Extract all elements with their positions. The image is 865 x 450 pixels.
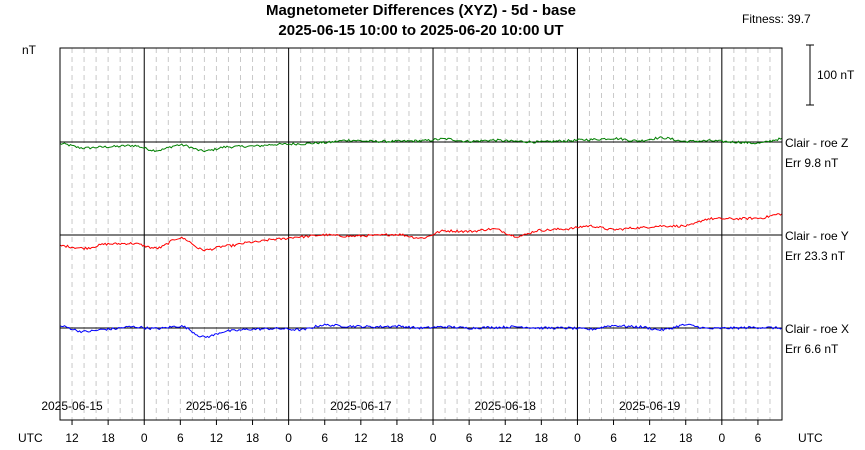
x-axis-right-label: UTC xyxy=(798,431,823,445)
x-tick-label: 0 xyxy=(718,431,725,445)
x-tick-label: 18 xyxy=(535,431,549,445)
date-label: 2025-06-18 xyxy=(475,399,537,413)
series-name-label: Clair - roe Y xyxy=(785,229,849,243)
x-tick-label: 0 xyxy=(285,431,292,445)
x-tick-label: 18 xyxy=(679,431,693,445)
series-err-label: Err 23.3 nT xyxy=(785,249,846,263)
grid xyxy=(71,48,771,420)
date-label: 2025-06-19 xyxy=(619,399,681,413)
x-tick-label: 12 xyxy=(210,431,224,445)
x-tick-label: 6 xyxy=(321,431,328,445)
fitness-label: Fitness: 39.7 xyxy=(742,12,811,26)
date-label: 2025-06-16 xyxy=(186,399,248,413)
x-tick-label: 0 xyxy=(430,431,437,445)
series-group: Clair - roe Z Err 9.8 nT Clair - roe Y Err … xyxy=(59,136,849,356)
x-tick-label: 6 xyxy=(755,431,762,445)
tick-labels: 12 18 0 6 12 18 0 6 12 18 0 6 12 18 0 6 12 18 0 6 2025-06-15… xyxy=(41,399,761,445)
x-tick-label: 12 xyxy=(65,431,79,445)
x-tick-label: 12 xyxy=(499,431,513,445)
x-tick-label: 18 xyxy=(390,431,404,445)
x-tick-label: 18 xyxy=(101,431,115,445)
series-line xyxy=(59,323,783,339)
series-err-label: Err 6.6 nT xyxy=(785,342,839,356)
x-tick-label: 0 xyxy=(141,431,148,445)
y-axis-label: nT xyxy=(22,43,37,57)
x-tick-label: 18 xyxy=(246,431,260,445)
scale-bar-label: 100 nT xyxy=(817,68,855,82)
chart-title: Magnetometer Differences (XYZ) - 5d - ba… xyxy=(266,2,576,19)
series-line xyxy=(59,213,783,252)
chart-subtitle: 2025-06-15 10:00 to 2025-06-20 10:00 UT xyxy=(278,22,563,39)
x-tick-label: 12 xyxy=(354,431,368,445)
series-name-label: Clair - roe Z xyxy=(785,136,848,150)
scale-bar: 100 nT xyxy=(806,44,855,106)
x-tick-label: 0 xyxy=(574,431,581,445)
x-tick-label: 6 xyxy=(177,431,184,445)
series-line xyxy=(59,136,783,153)
series-name-label: Clair - roe X xyxy=(785,322,849,336)
x-tick-label: 6 xyxy=(610,431,617,445)
series-err-label: Err 9.8 nT xyxy=(785,156,839,170)
x-tick-label: 12 xyxy=(643,431,657,445)
date-label: 2025-06-15 xyxy=(41,399,103,413)
plot-frame xyxy=(59,47,783,421)
date-label: 2025-06-17 xyxy=(330,399,392,413)
x-tick-label: 6 xyxy=(466,431,473,445)
x-axis-left-label: UTC xyxy=(18,431,43,445)
